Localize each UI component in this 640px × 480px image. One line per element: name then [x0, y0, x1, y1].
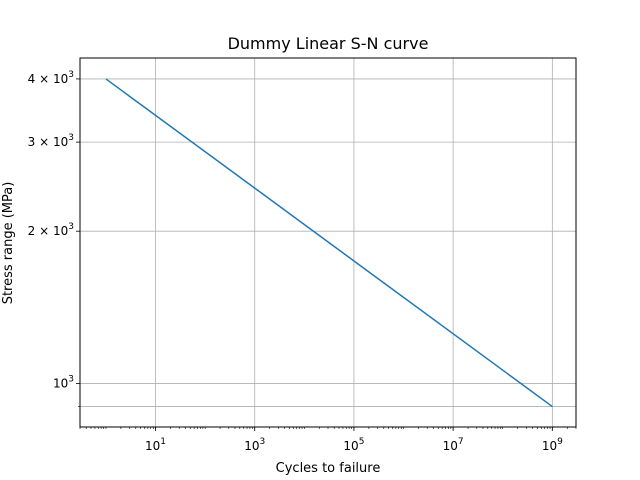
plot-frame: [79, 57, 577, 428]
x-tick-label: 101: [145, 437, 166, 453]
x-tick-label: 109: [542, 437, 563, 453]
y-axis-label: Stress range (MPa): [1, 182, 16, 305]
y-tick-label: 3 × 103: [28, 133, 74, 149]
x-tick-label: 103: [244, 437, 265, 453]
series-line-0: [105, 78, 553, 408]
minor-ticks: [78, 406, 577, 429]
x-tick-label: 105: [343, 437, 364, 453]
series-group: [105, 78, 553, 408]
grid: [80, 58, 576, 427]
y-tick-label: 2 × 103: [28, 222, 74, 238]
x-axis-label: Cycles to failure: [276, 461, 381, 476]
y-axis-ticks: 103 2 × 103 3 × 103 4 × 103: [28, 70, 80, 390]
y-tick-label: 4 × 103: [28, 70, 74, 86]
y-tick-label: 103: [53, 374, 74, 390]
x-axis-ticks: 101 103 105 107 109: [145, 427, 563, 453]
chart-title: Dummy Linear S-N curve: [228, 34, 429, 53]
x-tick-label: 107: [443, 437, 464, 453]
